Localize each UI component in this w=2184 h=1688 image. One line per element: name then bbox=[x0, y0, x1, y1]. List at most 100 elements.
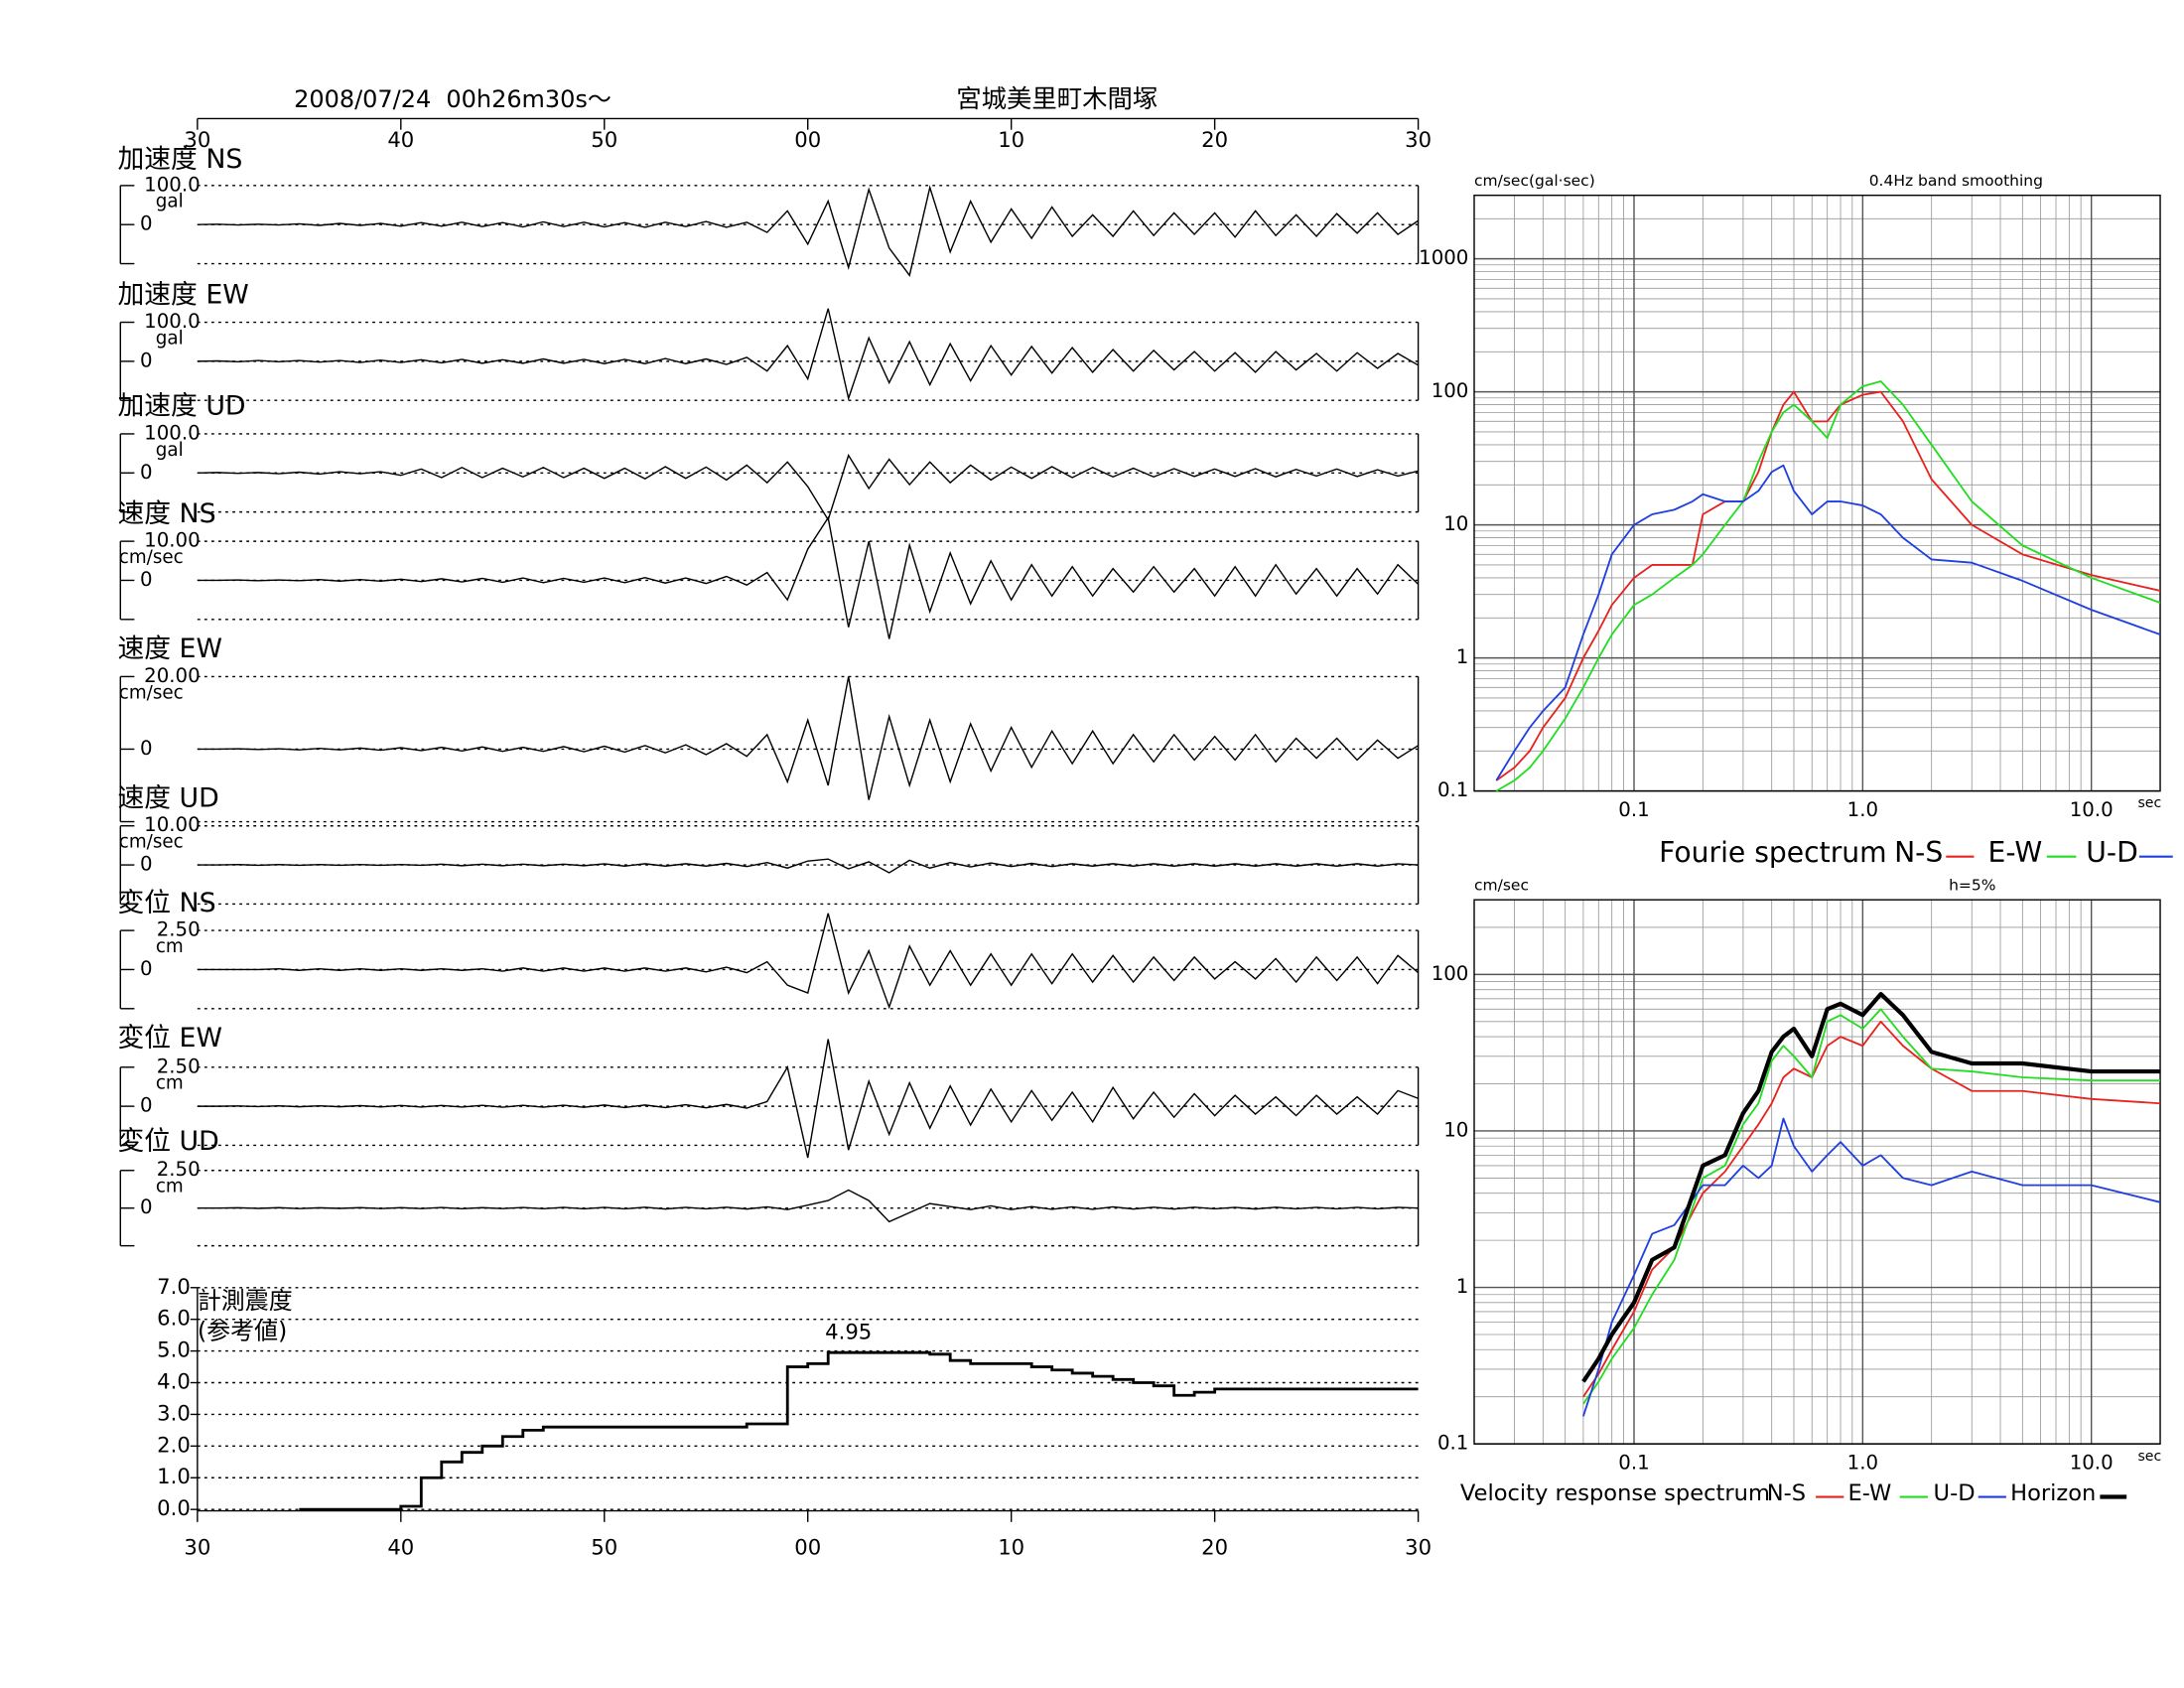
y-axis-label: cm/sec bbox=[1474, 877, 1529, 895]
x-tick-label: 20 bbox=[1201, 1535, 1228, 1560]
y-tick-label: 0 bbox=[140, 568, 153, 591]
y-tick-label: 0 bbox=[140, 1094, 153, 1117]
unit-label: cm bbox=[156, 1177, 184, 1197]
unit-label: cm bbox=[156, 936, 184, 957]
unit-label: cm/sec bbox=[119, 547, 184, 568]
unit-label: cm/sec bbox=[119, 832, 184, 853]
x-tick-label: 30 bbox=[1405, 127, 1432, 152]
panel-label: 加速度 NS bbox=[117, 144, 242, 175]
y-tick-label: 5.0 bbox=[157, 1337, 191, 1362]
y-tick-label: 2.50 bbox=[157, 918, 201, 941]
y-tick-label: 6.0 bbox=[157, 1306, 191, 1331]
x-tick-label: 1.0 bbox=[1847, 798, 1878, 821]
chart-title: Fourie spectrum bbox=[1659, 836, 1886, 869]
y-tick-label: 1000 bbox=[1419, 246, 1468, 269]
spectrum-line bbox=[1581, 991, 2161, 1383]
y-tick-label: 100.0 bbox=[144, 173, 200, 196]
peak-label: 4.95 bbox=[825, 1320, 872, 1344]
spectrum-line bbox=[1582, 1008, 2161, 1405]
unit-label: cm/sec bbox=[119, 682, 184, 703]
unit-label: gal bbox=[156, 192, 184, 212]
legend-label: E-W bbox=[1848, 1480, 1892, 1506]
legend-label: U-D bbox=[1934, 1480, 1976, 1506]
panel-label: 加速度 EW bbox=[117, 279, 248, 310]
x-tick-label: 10 bbox=[998, 127, 1024, 152]
panel-label: 変位 EW bbox=[117, 1023, 221, 1054]
y-tick-label: 100.0 bbox=[144, 421, 200, 444]
x-tick-label: 20 bbox=[1201, 127, 1228, 152]
y-tick-label: 0 bbox=[140, 349, 153, 371]
x-tick-label: 50 bbox=[591, 127, 617, 152]
legend-label: N-S bbox=[1894, 836, 1943, 869]
x-tick-label: 30 bbox=[184, 127, 210, 152]
x-tick-label: 00 bbox=[794, 127, 821, 152]
y-tick-label: 4.0 bbox=[157, 1369, 191, 1394]
y-tick-label: 20.00 bbox=[144, 664, 200, 687]
note: h=5% bbox=[1949, 877, 1995, 895]
y-tick-label: 100 bbox=[1432, 379, 1469, 402]
intensity-line bbox=[299, 1350, 1419, 1511]
panel-label: 速度 EW bbox=[117, 633, 221, 664]
legend-label: E-W bbox=[1988, 836, 2043, 869]
waveform bbox=[197, 308, 1419, 401]
waveform bbox=[197, 1189, 1419, 1223]
chart-title: 計測震度 bbox=[198, 1287, 293, 1315]
x-tick-label: 50 bbox=[591, 1535, 617, 1560]
waveform bbox=[197, 453, 1419, 522]
y-tick-label: 100 bbox=[1432, 962, 1469, 985]
waveform bbox=[197, 913, 1420, 1010]
x-tick-label: 0.1 bbox=[1618, 1451, 1649, 1474]
panel-label: 変位 UD bbox=[117, 1126, 218, 1157]
legend-label: N-S bbox=[1767, 1480, 1806, 1506]
y-tick-label: 0.0 bbox=[157, 1495, 191, 1520]
x-tick-label: 30 bbox=[1405, 1535, 1432, 1560]
unit-label: cm bbox=[156, 1073, 184, 1094]
x-tick-label: 30 bbox=[184, 1535, 210, 1560]
x-tick-label: 10.0 bbox=[2070, 1451, 2114, 1474]
waveform bbox=[197, 676, 1419, 800]
y-tick-label: 0 bbox=[140, 1196, 153, 1218]
y-tick-label: 2.50 bbox=[157, 1158, 201, 1181]
waveform bbox=[197, 1039, 1419, 1159]
spectrum-line bbox=[1495, 380, 2161, 792]
y-tick-label: 0 bbox=[140, 957, 153, 980]
x-tick-label: 10.0 bbox=[2070, 798, 2114, 821]
y-tick-label: 0 bbox=[140, 737, 153, 760]
x-axis-label: sec bbox=[2137, 795, 2161, 811]
spectrum-line bbox=[1582, 1117, 2161, 1417]
y-tick-label: 0.1 bbox=[1437, 1432, 1468, 1455]
y-tick-label: 7.0 bbox=[157, 1274, 191, 1299]
panel-label: 加速度 UD bbox=[117, 391, 245, 422]
x-axis-label: sec bbox=[2137, 1449, 2161, 1465]
y-tick-label: 10.00 bbox=[144, 813, 200, 836]
waveform bbox=[197, 185, 1419, 277]
spectrum-line bbox=[1582, 1020, 2161, 1398]
x-tick-label: 40 bbox=[387, 127, 414, 152]
y-tick-label: 0 bbox=[140, 461, 153, 484]
y-tick-label: 0 bbox=[140, 212, 153, 235]
y-tick-label: 10 bbox=[1443, 512, 1468, 535]
note: 0.4Hz band smoothing bbox=[1869, 172, 2043, 190]
panel-label: 速度 NS bbox=[117, 498, 215, 529]
panel-label: 速度 UD bbox=[117, 783, 218, 814]
y-tick-label: 100.0 bbox=[144, 310, 200, 333]
y-tick-label: 1.0 bbox=[157, 1464, 191, 1488]
x-tick-label: 1.0 bbox=[1847, 1451, 1878, 1474]
y-tick-label: 1 bbox=[1456, 1275, 1469, 1298]
panel-label: 変位 NS bbox=[117, 888, 215, 918]
x-tick-label: 10 bbox=[998, 1535, 1024, 1560]
waveform bbox=[197, 858, 1419, 874]
y-tick-label: 0 bbox=[140, 853, 153, 876]
unit-label: gal bbox=[156, 328, 184, 349]
legend-label: U-D bbox=[2086, 836, 2138, 869]
plot-frame bbox=[1473, 194, 2161, 792]
legend-label: Horizon bbox=[2010, 1480, 2096, 1506]
plot-frame bbox=[1473, 899, 2161, 1445]
record-time: 2008/07/24 00h26m30s～ bbox=[294, 85, 612, 113]
y-axis-label: cm/sec(gal·sec) bbox=[1474, 172, 1595, 190]
x-tick-label: 0.1 bbox=[1618, 798, 1649, 821]
spectrum-line bbox=[1495, 464, 2161, 781]
unit-label: gal bbox=[156, 440, 184, 461]
